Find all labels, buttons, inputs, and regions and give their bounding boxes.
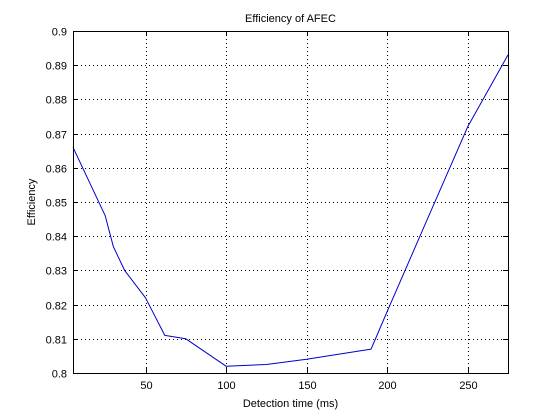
y-tick-label: 0.83	[46, 266, 67, 278]
y-tick-label: 0.9	[52, 27, 67, 39]
y-tick-label: 0.81	[46, 335, 67, 347]
x-axis-title: Detection time (ms)	[243, 398, 338, 410]
x-tick-label: 200	[378, 380, 396, 392]
series-layer	[72, 54, 509, 367]
y-tick-label: 0.84	[46, 232, 67, 244]
y-tick-label: 0.88	[46, 95, 67, 107]
y-tick-label: 0.89	[46, 61, 67, 73]
plot-frame	[73, 31, 509, 374]
y-tick-label: 0.8	[52, 369, 67, 381]
x-tick-label: 150	[298, 380, 316, 392]
y-axis-title: Efficiency	[26, 178, 38, 225]
x-tick-label: 50	[140, 380, 152, 392]
chart-title: Efficiency of AFEC	[245, 13, 336, 25]
x-tick-label: 100	[217, 380, 235, 392]
y-tick-label: 0.87	[46, 130, 67, 142]
x-tick-label: 250	[459, 380, 477, 392]
y-tick-label: 0.82	[46, 301, 67, 313]
y-tick-label: 0.86	[46, 164, 67, 176]
efficiency-series-line	[72, 54, 509, 367]
grid-layer	[73, 31, 508, 373]
tick-layer: 50 100 150 200 250 0.8 0.81 0.82 0.83 0.84 0.85 0.8…	[46, 27, 508, 392]
y-tick-label: 0.85	[46, 198, 67, 210]
